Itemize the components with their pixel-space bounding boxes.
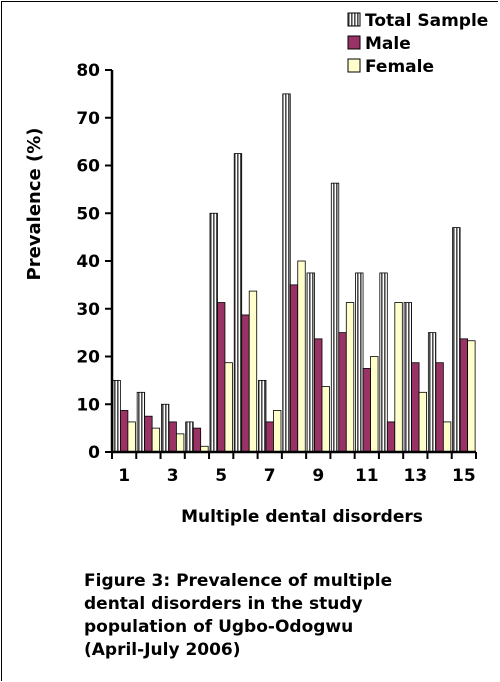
bar-female-2 xyxy=(151,427,161,453)
bar-total-sample-5 xyxy=(209,212,218,453)
x-axis-label: Multiple dental disorders xyxy=(181,507,423,527)
bar-total-sample-9 xyxy=(306,272,315,453)
bar-total-sample-14 xyxy=(427,332,437,453)
bar-total-sample-1 xyxy=(112,379,121,453)
y-tick-label: 30 xyxy=(76,300,100,320)
bar-male-4 xyxy=(192,427,202,453)
bar-male-10 xyxy=(338,332,347,453)
bar-female-15 xyxy=(467,340,476,453)
bar-total-sample-2 xyxy=(136,391,146,453)
bar-female-8 xyxy=(297,260,306,453)
bar-male-12 xyxy=(386,421,396,453)
legend: Total Sample Male Female xyxy=(347,11,488,77)
bar-male-1 xyxy=(119,410,129,453)
bar-female-9 xyxy=(321,386,330,453)
caption-line: Figure 3: Prevalence of multiple xyxy=(84,571,393,591)
bar-male-6 xyxy=(241,314,250,453)
y-tick-label: 40 xyxy=(76,252,100,272)
bar-total-sample-7 xyxy=(258,379,267,453)
bar-total-sample-13 xyxy=(403,302,412,453)
y-tick-label: 20 xyxy=(76,348,100,368)
legend-swatch xyxy=(347,35,361,50)
caption-line: dental disorders in the study xyxy=(84,594,363,614)
bar-female-10 xyxy=(345,302,355,453)
bar-total-sample-3 xyxy=(161,403,170,453)
bar-male-7 xyxy=(265,421,274,453)
x-tick-label: 1 xyxy=(118,466,130,486)
legend-label: Female xyxy=(365,57,434,77)
bar-female-5 xyxy=(224,362,233,453)
y-tick-label: 10 xyxy=(76,395,100,415)
x-tick-label: 13 xyxy=(403,466,427,486)
bar-female-1 xyxy=(127,421,136,453)
bar-total-sample-15 xyxy=(452,227,461,453)
bar-female-11 xyxy=(370,356,379,453)
bar-male-8 xyxy=(289,284,299,453)
legend-label: Male xyxy=(365,34,411,54)
legend-swatch xyxy=(347,58,361,73)
x-tick-label: 7 xyxy=(264,466,276,486)
bars-layer xyxy=(112,93,476,453)
bar-male-13 xyxy=(411,362,420,453)
y-axis-label: Prevalence (%) xyxy=(24,128,45,281)
bar-female-12 xyxy=(394,302,403,453)
bar-total-sample-4 xyxy=(185,421,194,453)
bar-male-2 xyxy=(144,415,153,453)
bar-male-9 xyxy=(314,338,323,453)
caption-line: (April-July 2006) xyxy=(84,640,241,660)
y-tick-label: 70 xyxy=(76,109,100,129)
bar-female-6 xyxy=(248,290,258,453)
y-tick-label: 60 xyxy=(76,157,100,177)
bar-total-sample-11 xyxy=(355,272,364,453)
x-tick-label: 5 xyxy=(215,466,227,486)
figure-caption: Figure 3: Prevalence of multiple dental … xyxy=(84,570,460,662)
x-tick-label: 9 xyxy=(312,466,324,486)
bar-female-13 xyxy=(418,391,427,453)
bar-male-11 xyxy=(362,368,371,453)
legend-label: Total Sample xyxy=(365,11,488,31)
bar-female-3 xyxy=(176,433,185,453)
x-tick-label: 3 xyxy=(167,466,179,486)
bar-total-sample-12 xyxy=(379,272,388,453)
bar-total-sample-10 xyxy=(330,182,340,453)
y-tick-label: 80 xyxy=(76,61,100,81)
y-tick-label: 50 xyxy=(76,204,100,224)
x-tick-label: 15 xyxy=(452,466,476,486)
bar-male-15 xyxy=(459,338,469,453)
y-tick-label: 0 xyxy=(88,443,100,463)
bar-total-sample-6 xyxy=(233,153,243,453)
bar-female-14 xyxy=(442,421,452,453)
bar-female-7 xyxy=(273,410,282,453)
bar-male-3 xyxy=(168,421,177,453)
x-tick-label: 11 xyxy=(355,466,379,486)
caption-line: population of Ugbo-Odogwu xyxy=(84,617,354,637)
bar-total-sample-8 xyxy=(282,93,291,453)
bar-male-5 xyxy=(217,302,226,453)
legend-swatch xyxy=(347,12,361,27)
bar-male-14 xyxy=(435,362,444,453)
